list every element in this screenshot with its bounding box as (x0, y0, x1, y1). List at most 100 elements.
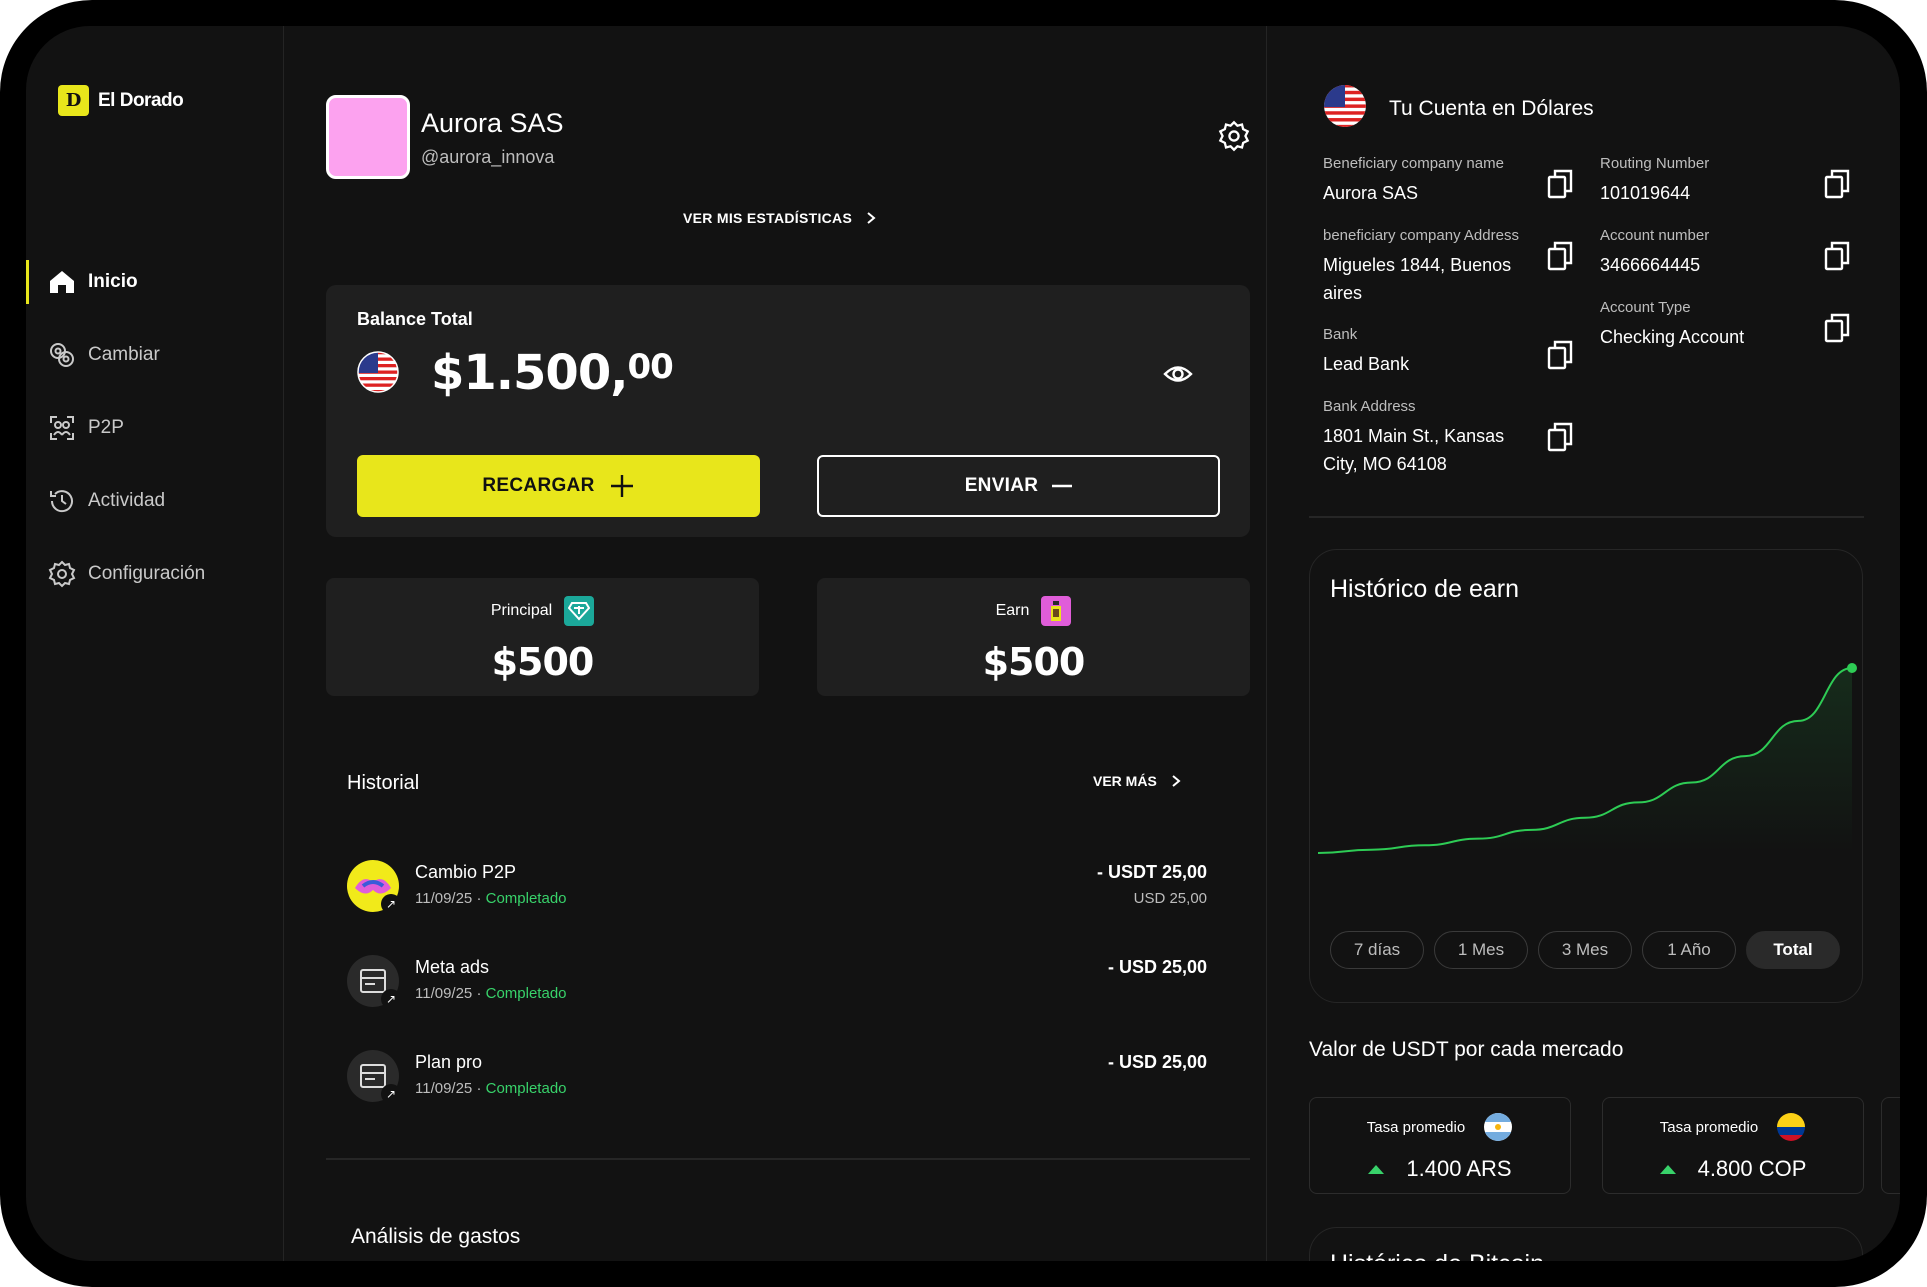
account-title: Tu Cuenta en Dólares (1389, 97, 1594, 120)
wallet-value: $500 (982, 640, 1086, 684)
history-status: Completado (485, 1080, 567, 1097)
rate-label-row: Tasa promedio (1310, 1112, 1570, 1142)
sidebar-item-inicio[interactable]: Inicio (26, 258, 283, 306)
field-value: 3466664445 (1600, 255, 1701, 275)
wallet-value: $500 (491, 640, 595, 684)
up-arrow-icon (1368, 1164, 1385, 1174)
copy-icon[interactable] (1824, 313, 1850, 343)
sidebar-item-label: Cambiar (88, 344, 160, 365)
range-3m[interactable]: 3 Mes (1538, 931, 1632, 969)
copy-icon[interactable] (1547, 241, 1573, 271)
usa-flag-icon (357, 351, 399, 398)
copy-icon[interactable] (1547, 422, 1573, 452)
gear-icon (48, 560, 76, 588)
rate-value: 4.800 COP (1697, 1156, 1807, 1181)
p2p-icon (48, 414, 76, 442)
sidebar-item-p2p[interactable]: P2P (26, 404, 283, 452)
earn-chart (1317, 663, 1857, 854)
chevron-right-icon (867, 212, 876, 224)
sidebar-item-label: Configuración (88, 563, 206, 584)
history-amount: - USD 25,00 (1107, 1052, 1207, 1072)
field-label: beneficiary company Address (1323, 227, 1519, 244)
sidebar: D El Dorado Inicio Cambiar P2P (26, 26, 284, 1261)
copy-icon[interactable] (1824, 169, 1850, 199)
wallet-card-earn[interactable]: Earn $500 (817, 578, 1250, 696)
earn-area (1318, 668, 1852, 853)
history-date: 11/09/25 (415, 1080, 473, 1097)
range-7d[interactable]: 7 días (1330, 931, 1424, 969)
balance-card: Balance Total $1.500,00 RECARGAR (326, 285, 1250, 537)
field-label: Account number (1600, 227, 1710, 244)
history-amount: - USD 25,00 (1107, 957, 1207, 977)
history-row[interactable]: ↗ Meta ads 11/09/25 · Completado - USD 2… (347, 955, 1207, 1011)
field-value: Checking Account (1600, 327, 1745, 347)
copy-icon[interactable] (1547, 340, 1573, 370)
field-bank: Bank Lead Bank (1323, 326, 1573, 378)
brand-name: El Dorado (98, 89, 184, 111)
rate-card-cop[interactable]: Tasa promedio 4.800 COP (1602, 1097, 1864, 1194)
field-beneficiary-address: beneficiary company Address Migueles 184… (1323, 227, 1573, 307)
eye-icon[interactable] (1162, 358, 1194, 390)
copy-icon[interactable] (1547, 169, 1573, 199)
history-title: Historial (347, 772, 420, 794)
history-icon (48, 487, 76, 515)
history-amount: - USDT 25,00 (1096, 862, 1207, 882)
bitcoin-chart-title: Histórico de Bitcoin (1330, 1250, 1544, 1261)
field-label: Account Type (1600, 299, 1691, 316)
profile-handle: @aurora_innova (421, 147, 555, 167)
sidebar-item-label: P2P (88, 417, 124, 438)
settings-gear-icon[interactable] (1218, 120, 1250, 152)
field-label: Routing Number (1600, 155, 1710, 172)
sidebar-nav: Inicio Cambiar P2P Actividad (26, 258, 283, 623)
field-value: Migueles 1844, Buenos aires (1323, 255, 1512, 303)
rate-label: Tasa promedio (1659, 1118, 1759, 1136)
recargar-button[interactable]: RECARGAR (357, 455, 760, 517)
copy-icon[interactable] (1824, 241, 1850, 271)
brand-logo[interactable]: D El Dorado (58, 85, 184, 116)
sidebar-item-label: Inicio (88, 271, 138, 292)
history-date: 11/09/25 (415, 985, 473, 1002)
sidebar-item-actividad[interactable]: Actividad (26, 477, 283, 525)
field-label: Beneficiary company name (1323, 155, 1504, 172)
range-total[interactable]: Total (1746, 931, 1840, 969)
recargar-label: RECARGAR (482, 475, 595, 496)
enviar-button[interactable]: ENVIAR (817, 455, 1220, 517)
wallet-label: Principal (490, 602, 553, 619)
minus-icon (1052, 484, 1073, 488)
card-avatar-icon: ↗ (347, 1050, 401, 1104)
view-stats-link[interactable]: VER MIS ESTADÍSTICAS (683, 210, 876, 226)
logo-mark-icon: D (58, 85, 89, 116)
field-account-number: Account number 3466664445 (1600, 227, 1850, 279)
main-content: Aurora SAS @aurora_innova VER MIS ESTADÍ… (326, 26, 1250, 1261)
field-account-type: Account Type Checking Account (1600, 299, 1850, 351)
view-more-link[interactable]: VER MÁS (1093, 773, 1181, 789)
arrow-out-icon: ↗ (381, 989, 401, 1009)
home-icon (48, 268, 76, 296)
sidebar-item-cambiar[interactable]: Cambiar (26, 331, 283, 379)
rate-card-partial[interactable] (1881, 1097, 1900, 1194)
history-row[interactable]: ↗ Plan pro 11/09/25 · Completado - USD 2… (347, 1050, 1207, 1106)
balance-amount: $1.500,00 (431, 345, 674, 401)
section-divider (326, 1158, 1250, 1160)
history-date: 11/09/25 (415, 890, 473, 907)
rate-value-row: 1.400 ARS (1310, 1156, 1570, 1182)
history-row[interactable]: ↗ Cambio P2P 11/09/25 · Completado - USD… (347, 860, 1207, 916)
chart-title: Histórico de earn (1330, 575, 1519, 603)
account-header: Tu Cuenta en Dólares (1323, 84, 1594, 134)
field-value: 1801 Main St., Kansas City, MO 64108 (1323, 426, 1505, 474)
range-1m[interactable]: 1 Mes (1434, 931, 1528, 969)
wallet-label: Earn (995, 602, 1030, 619)
earn-last-point[interactable] (1847, 663, 1857, 673)
rate-value-row: 4.800 COP (1603, 1156, 1863, 1182)
section-divider (1309, 516, 1864, 518)
balance-label: Balance Total (357, 309, 473, 329)
field-value: Lead Bank (1323, 354, 1410, 374)
rate-card-ars[interactable]: Tasa promedio 1.400 ARS (1309, 1097, 1571, 1194)
wallet-label-row: Earn (817, 596, 1250, 626)
wallet-card-principal[interactable]: Principal $500 (326, 578, 759, 696)
profile-avatar[interactable] (326, 95, 410, 179)
rate-value: 1.400 ARS (1406, 1156, 1512, 1181)
sidebar-item-configuracion[interactable]: Configuración (26, 550, 283, 598)
range-1y[interactable]: 1 Año (1642, 931, 1736, 969)
